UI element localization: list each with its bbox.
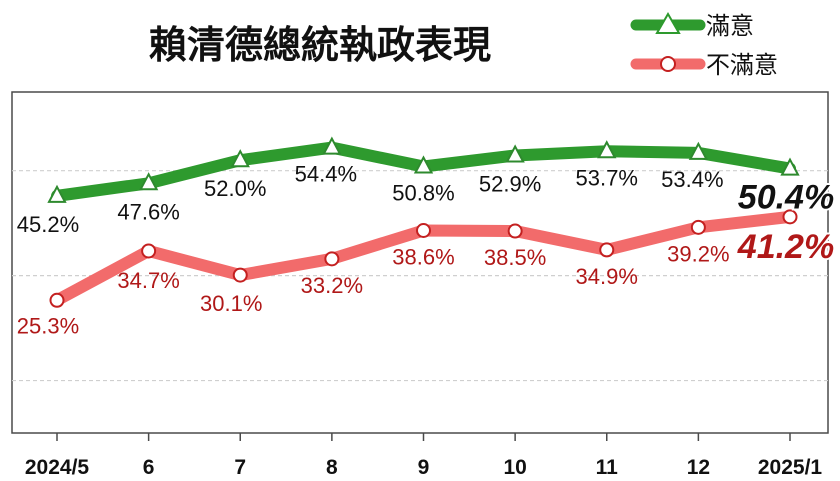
data-label: 52.9% (479, 171, 541, 196)
data-point-triangle (230, 149, 250, 168)
data-label: 52.0% (204, 176, 266, 201)
data-point-circle (507, 223, 523, 239)
legend: 滿意 不滿意 (630, 12, 778, 79)
data-label: 34.7% (117, 268, 179, 293)
x-tick-label: 12 (687, 456, 710, 479)
data-point-circle (782, 209, 798, 225)
series-satisfied (47, 136, 800, 203)
data-label: 41.2% (737, 228, 834, 266)
legend-item-dissatisfied: 不滿意 (630, 51, 778, 79)
plot-frame (11, 91, 829, 434)
x-tick-label: 7 (234, 456, 246, 479)
series-layer (47, 136, 800, 308)
data-label: 50.8% (392, 180, 454, 205)
data-label: 53.7% (576, 165, 638, 190)
data-point-triangle (688, 141, 709, 160)
data-point-circle (232, 267, 248, 283)
x-tick-label: 9 (418, 456, 430, 479)
data-label: 47.6% (117, 199, 179, 224)
data-point-triangle (597, 140, 617, 159)
legend-label-satisfied: 滿意 (706, 12, 754, 40)
data-label: 30.1% (200, 291, 262, 316)
data-point-circle (416, 222, 431, 238)
x-tick-label: 8 (326, 456, 338, 479)
x-tick-label: 2025/1 (758, 456, 823, 479)
data-label: 45.2% (17, 212, 79, 237)
data-point-circle (49, 292, 65, 308)
x-ticks: 2024/5 6 7 8 9 10 11 12 2025/1 (25, 433, 823, 479)
data-point-triangle (47, 184, 67, 203)
chart-title: 賴清德總統執政表現 (149, 23, 491, 67)
data-point-triangle (780, 157, 800, 176)
data-point-triangle (322, 136, 342, 155)
data-point-triangle (505, 144, 525, 163)
series-dissatisfied (49, 209, 798, 308)
data-point-triangle (138, 172, 159, 191)
data-point-circle (599, 242, 615, 258)
x-tick-label: 2024/5 (25, 456, 90, 479)
data-point-circle (141, 243, 157, 259)
legend-item-satisfied: 滿意 (630, 12, 754, 40)
data-label: 54.4% (295, 162, 357, 187)
x-tick-label: 11 (596, 456, 619, 479)
data-label: 50.4% (738, 179, 834, 217)
data-point-circle (324, 251, 340, 267)
data-label: 25.3% (17, 313, 79, 338)
legend-circle-icon (660, 56, 676, 72)
plot-area: 2024/5 6 7 8 9 10 11 12 2025/1 45.2% 47.6% 52.0% 54… (11, 91, 836, 479)
x-tick-label: 6 (143, 456, 155, 479)
data-label: 38.5% (484, 245, 546, 270)
legend-triangle-icon (655, 12, 681, 34)
data-label: 39.2% (667, 241, 729, 266)
data-point-triangle (413, 155, 434, 174)
legend-label-dissatisfied: 不滿意 (706, 51, 778, 79)
data-labels: 45.2% 47.6% 52.0% 54.4% 50.8% 52.9% 53.7% 53.4%… (17, 162, 836, 339)
data-label: 38.6% (392, 244, 454, 269)
data-label: 33.2% (301, 273, 363, 298)
data-label: 53.4% (661, 167, 723, 192)
x-tick-label: 10 (503, 456, 526, 479)
data-point-circle (690, 219, 706, 235)
data-label: 34.9% (576, 264, 638, 289)
